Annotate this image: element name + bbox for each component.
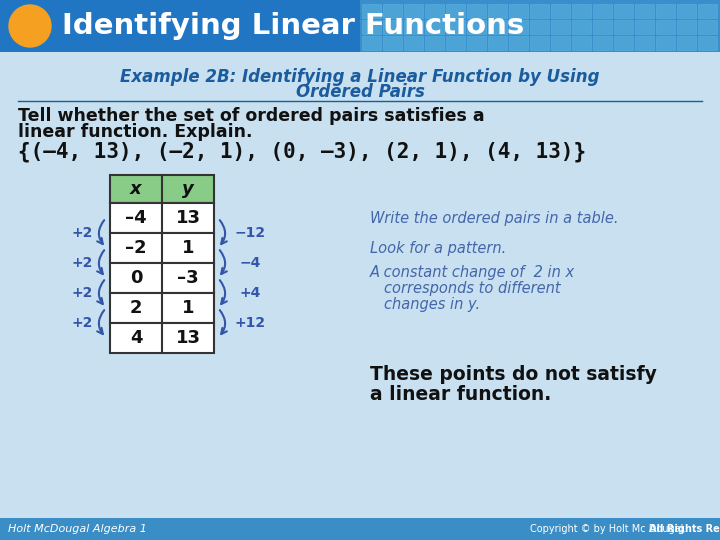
Text: Copyright © by Holt Mc Dougal.: Copyright © by Holt Mc Dougal. [530,524,690,534]
Bar [509,36,528,50]
Text: +2: +2 [71,316,93,330]
Bar [110,203,214,233]
Bar [698,4,717,18]
Bar [488,20,507,34]
Bar [656,36,675,50]
Bar [488,36,507,50]
Bar [362,36,381,50]
Bar [677,4,696,18]
Bar [509,4,528,18]
Bar [362,20,381,34]
Text: –3: –3 [177,269,199,287]
Text: Identifying Linear Functions: Identifying Linear Functions [62,12,524,40]
Bar [110,293,214,323]
Bar [425,4,444,18]
Bar [551,36,570,50]
Text: Tell whether the set of ordered pairs satisfies a: Tell whether the set of ordered pairs sa… [18,107,485,125]
Bar [551,4,570,18]
Text: Ordered Pairs: Ordered Pairs [296,83,424,101]
Bar [698,20,717,34]
Bar [425,20,444,34]
Bar [572,4,591,18]
Bar [656,4,675,18]
Bar [467,36,486,50]
Bar [404,36,423,50]
Text: 13: 13 [176,209,200,227]
Bar [656,20,675,34]
Text: +4: +4 [239,286,261,300]
Bar [593,36,612,50]
Bar [404,4,423,18]
Bar [635,20,654,34]
Bar [530,20,549,34]
Text: A constant change of  2 in x: A constant change of 2 in x [370,266,575,280]
Text: –4: –4 [125,209,147,227]
Bar [0,52,720,518]
Bar [383,20,402,34]
Text: changes in y.: changes in y. [384,298,480,313]
Bar [593,4,612,18]
Bar [110,263,214,293]
Bar [698,36,717,50]
Text: 4: 4 [130,329,143,347]
Bar [509,20,528,34]
Bar [530,36,549,50]
Text: −4: −4 [239,256,261,270]
Bar [677,20,696,34]
Text: +2: +2 [71,256,93,270]
Bar [467,4,486,18]
Bar [110,323,214,353]
Text: +2: +2 [71,286,93,300]
Bar [488,4,507,18]
Bar [614,4,633,18]
Bar [572,36,591,50]
Text: 0: 0 [130,269,143,287]
Bar [425,36,444,50]
Bar [530,4,549,18]
Text: –2: –2 [125,239,147,257]
Text: linear function. Explain.: linear function. Explain. [18,123,253,141]
Text: {(–4, 13), (–2, 1), (0, –3), (2, 1), (4, 13)}: {(–4, 13), (–2, 1), (0, –3), (2, 1), (4,… [18,142,586,162]
Text: y: y [182,180,194,198]
Text: +2: +2 [71,226,93,240]
Text: +12: +12 [235,316,266,330]
Bar [677,36,696,50]
Bar [572,20,591,34]
Circle shape [9,5,51,47]
Bar [383,36,402,50]
Text: 13: 13 [176,329,200,347]
Text: 2: 2 [130,299,143,317]
Text: Look for a pattern.: Look for a pattern. [370,240,506,255]
Bar [635,36,654,50]
Bar [360,0,720,52]
Bar [110,175,214,203]
Bar [446,4,465,18]
Bar [383,4,402,18]
Text: All Rights Reserved.: All Rights Reserved. [649,524,720,534]
Text: corresponds to different: corresponds to different [384,281,561,296]
Bar [446,36,465,50]
Text: 1: 1 [181,239,194,257]
Bar [446,20,465,34]
Bar [614,20,633,34]
Text: x: x [130,180,142,198]
Bar [0,0,720,52]
Bar [362,4,381,18]
Bar [467,20,486,34]
Bar [614,36,633,50]
Text: Example 2B: Identifying a Linear Function by Using: Example 2B: Identifying a Linear Functio… [120,68,600,86]
Bar [110,233,214,263]
Text: 1: 1 [181,299,194,317]
Text: Write the ordered pairs in a table.: Write the ordered pairs in a table. [370,211,618,226]
Bar [635,4,654,18]
Bar [0,518,720,540]
Bar [551,20,570,34]
Text: These points do not satisfy: These points do not satisfy [370,366,657,384]
Text: Holt McDougal Algebra 1: Holt McDougal Algebra 1 [8,524,147,534]
Text: a linear function.: a linear function. [370,386,552,404]
Text: −12: −12 [235,226,266,240]
Bar [593,20,612,34]
Bar [404,20,423,34]
